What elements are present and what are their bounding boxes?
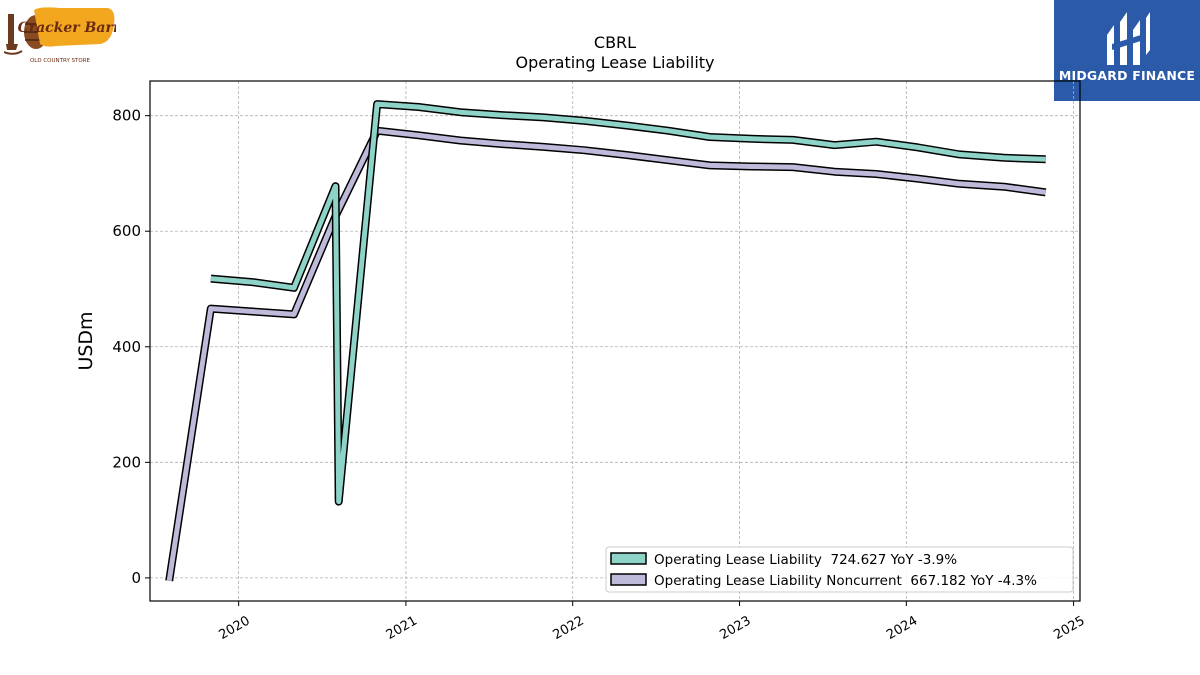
legend: Operating Lease Liability 724.627 YoY -3…	[605, 546, 1074, 593]
series-1-line	[210, 101, 1046, 505]
y-tick-label: 800	[112, 107, 141, 125]
chart-subtitle: Operating Lease Liability	[515, 53, 715, 72]
legend-swatch-2	[610, 573, 647, 586]
logo-brand-name: MIDGARD FINANCE	[1058, 68, 1196, 83]
cracker-barrel-logo: Cracker Barrel OLD COUNTRY STORE	[4, 7, 116, 64]
x-tick-label: 2022	[551, 613, 587, 643]
gridlines	[150, 81, 1080, 601]
midgard-emblem-icon	[1107, 12, 1150, 65]
series-1	[210, 100, 1046, 506]
rocking-chair-icon	[4, 14, 23, 55]
x-tick-label: 2020	[216, 613, 252, 643]
legend-box	[605, 546, 1074, 593]
series-2-line	[166, 128, 1047, 582]
legend-swatch-1	[610, 552, 647, 565]
legend-label-1: Operating Lease Liability 724.627 YoY -3…	[654, 552, 957, 568]
chart-title: CBRL	[593, 33, 637, 52]
x-tick-label: 2024	[884, 613, 920, 643]
y-axis: 0 200 400 600 800	[112, 107, 150, 587]
logo-tagline: OLD COUNTRY STORE	[30, 58, 91, 64]
y-tick-label: 400	[112, 338, 141, 356]
legend-label-2: Operating Lease Liability Noncurrent 667…	[654, 573, 1037, 589]
y-axis-label: USDm	[75, 311, 97, 370]
x-axis: 2020 2021 2022 2023 2024 2025	[216, 601, 1088, 643]
midgard-finance-logo: MIDGARD FINANCE	[1054, 0, 1200, 101]
x-tick-label: 2023	[717, 613, 753, 643]
plot-frame	[149, 80, 1081, 602]
series-2	[165, 126, 1047, 582]
series-2-outline	[165, 126, 1047, 582]
y-tick-label: 0	[131, 569, 141, 587]
series-lines	[165, 100, 1047, 582]
x-tick-label: 2021	[384, 613, 420, 643]
y-tick-label: 200	[112, 453, 141, 471]
x-tick-label: 2025	[1051, 613, 1087, 643]
y-tick-label: 600	[112, 222, 141, 240]
logo-brand-text: Cracker Barrel	[18, 20, 116, 36]
